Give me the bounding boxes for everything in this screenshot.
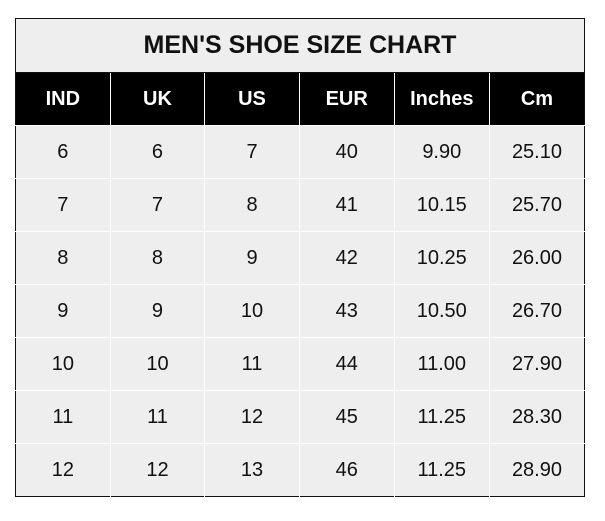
table-cell: 40: [298, 125, 395, 179]
chart-title: MEN'S SHOE SIZE CHART: [15, 18, 585, 73]
table-row: 6 6 7 40 9.90 25.10: [15, 125, 585, 179]
table-cell: 8: [109, 231, 205, 285]
table-cell: 10.25: [393, 231, 490, 285]
table-cell: 12: [204, 390, 300, 444]
table-cell: 7: [204, 125, 300, 179]
size-chart-table: MEN'S SHOE SIZE CHART IND UK US EUR Inches Cm…: [15, 18, 585, 497]
table-cell: 9: [204, 231, 300, 285]
table-cell: 43: [298, 284, 395, 338]
column-header: EUR: [298, 72, 395, 126]
table-cell: 46: [298, 443, 395, 497]
table-cell: 11: [204, 337, 300, 391]
column-header: IND: [15, 72, 111, 126]
table-cell: 11.25: [393, 443, 490, 497]
table-cell: 26.00: [488, 231, 585, 285]
table-cell: 11: [109, 390, 205, 444]
table-cell: 11.25: [393, 390, 490, 444]
table-cell: 10: [109, 337, 205, 391]
table-cell: 10.15: [393, 178, 490, 232]
table-cell: 9: [15, 284, 111, 338]
table-cell: 28.90: [488, 443, 585, 497]
table-cell: 27.90: [488, 337, 585, 391]
table-cell: 13: [204, 443, 300, 497]
table-cell: 10: [15, 337, 111, 391]
table-row: 9 9 10 43 10.50 26.70: [15, 284, 585, 338]
table-cell: 9.90: [393, 125, 490, 179]
table-cell: 7: [109, 178, 205, 232]
table-row: 10 10 11 44 11.00 27.90: [15, 337, 585, 391]
table-cell: 9: [109, 284, 205, 338]
header-row: IND UK US EUR Inches Cm: [15, 72, 585, 126]
column-header: US: [204, 72, 300, 126]
table-cell: 41: [298, 178, 395, 232]
column-header: Inches: [393, 72, 490, 126]
table-row: 12 12 13 46 11.25 28.90: [15, 443, 585, 497]
table-cell: 45: [298, 390, 395, 444]
column-header: Cm: [488, 72, 585, 126]
table-cell: 42: [298, 231, 395, 285]
table-cell: 10.50: [393, 284, 490, 338]
table-cell: 8: [204, 178, 300, 232]
table-cell: 11.00: [393, 337, 490, 391]
table-cell: 12: [15, 443, 111, 497]
table-cell: 7: [15, 178, 111, 232]
table-cell: 11: [15, 390, 111, 444]
table-cell: 10: [204, 284, 300, 338]
table-cell: 25.10: [488, 125, 585, 179]
table-cell: 25.70: [488, 178, 585, 232]
table-cell: 12: [109, 443, 205, 497]
table-row: 11 11 12 45 11.25 28.30: [15, 390, 585, 444]
table-row: 8 8 9 42 10.25 26.00: [15, 231, 585, 285]
table-cell: 6: [15, 125, 111, 179]
column-header: UK: [109, 72, 205, 126]
table-cell: 28.30: [488, 390, 585, 444]
table-cell: 26.70: [488, 284, 585, 338]
table-cell: 8: [15, 231, 111, 285]
table-cell: 44: [298, 337, 395, 391]
table-cell: 6: [109, 125, 205, 179]
table-row: 7 7 8 41 10.15 25.70: [15, 178, 585, 232]
